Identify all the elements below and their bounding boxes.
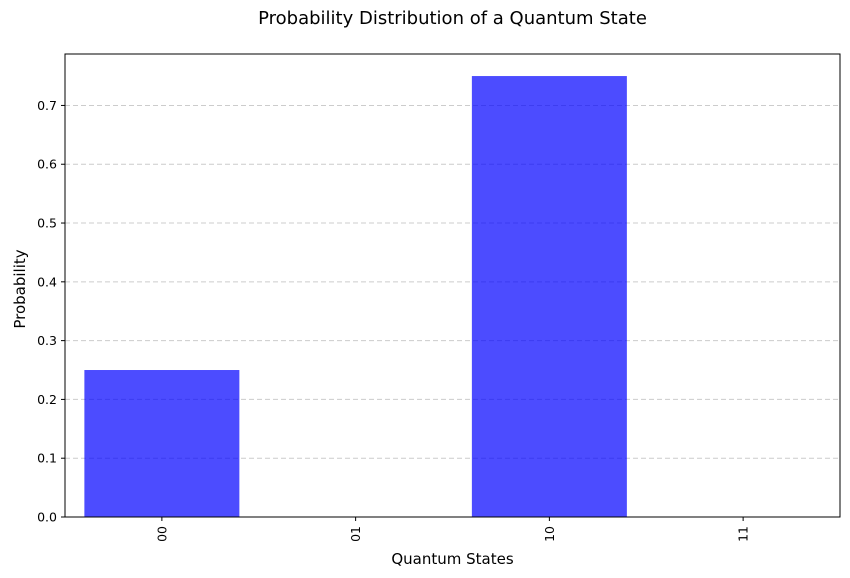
plot-frame xyxy=(64,53,841,518)
y-tick-label: 0.2 xyxy=(37,392,57,407)
bar-series xyxy=(84,76,627,518)
y-tick-label: 0.1 xyxy=(37,451,57,466)
x-tick-label: 11 xyxy=(736,526,751,542)
y-tick-label: 0.6 xyxy=(37,157,57,172)
x-tick-label: 10 xyxy=(542,526,557,542)
y-tick-label: 0.7 xyxy=(37,98,57,113)
y-tick-label: 0.0 xyxy=(37,510,57,525)
bar xyxy=(84,370,240,517)
y-tick-label: 0.5 xyxy=(37,216,57,231)
x-axis-ticks: 00 01 10 11 xyxy=(154,517,751,542)
y-tick-label: 0.4 xyxy=(37,274,57,289)
x-axis-label: Quantum States xyxy=(391,550,513,568)
y-axis-ticks: 0.0 0.1 0.2 0.3 0.4 0.5 0.6 0.7 xyxy=(37,98,65,525)
x-tick-label: 01 xyxy=(348,526,363,542)
chart-title: Probability Distribution of a Quantum St… xyxy=(258,8,647,29)
x-tick-label: 00 xyxy=(154,526,169,542)
bar xyxy=(471,76,627,518)
y-axis-label: Probability xyxy=(11,249,29,328)
y-tick-label: 0.3 xyxy=(37,333,57,348)
